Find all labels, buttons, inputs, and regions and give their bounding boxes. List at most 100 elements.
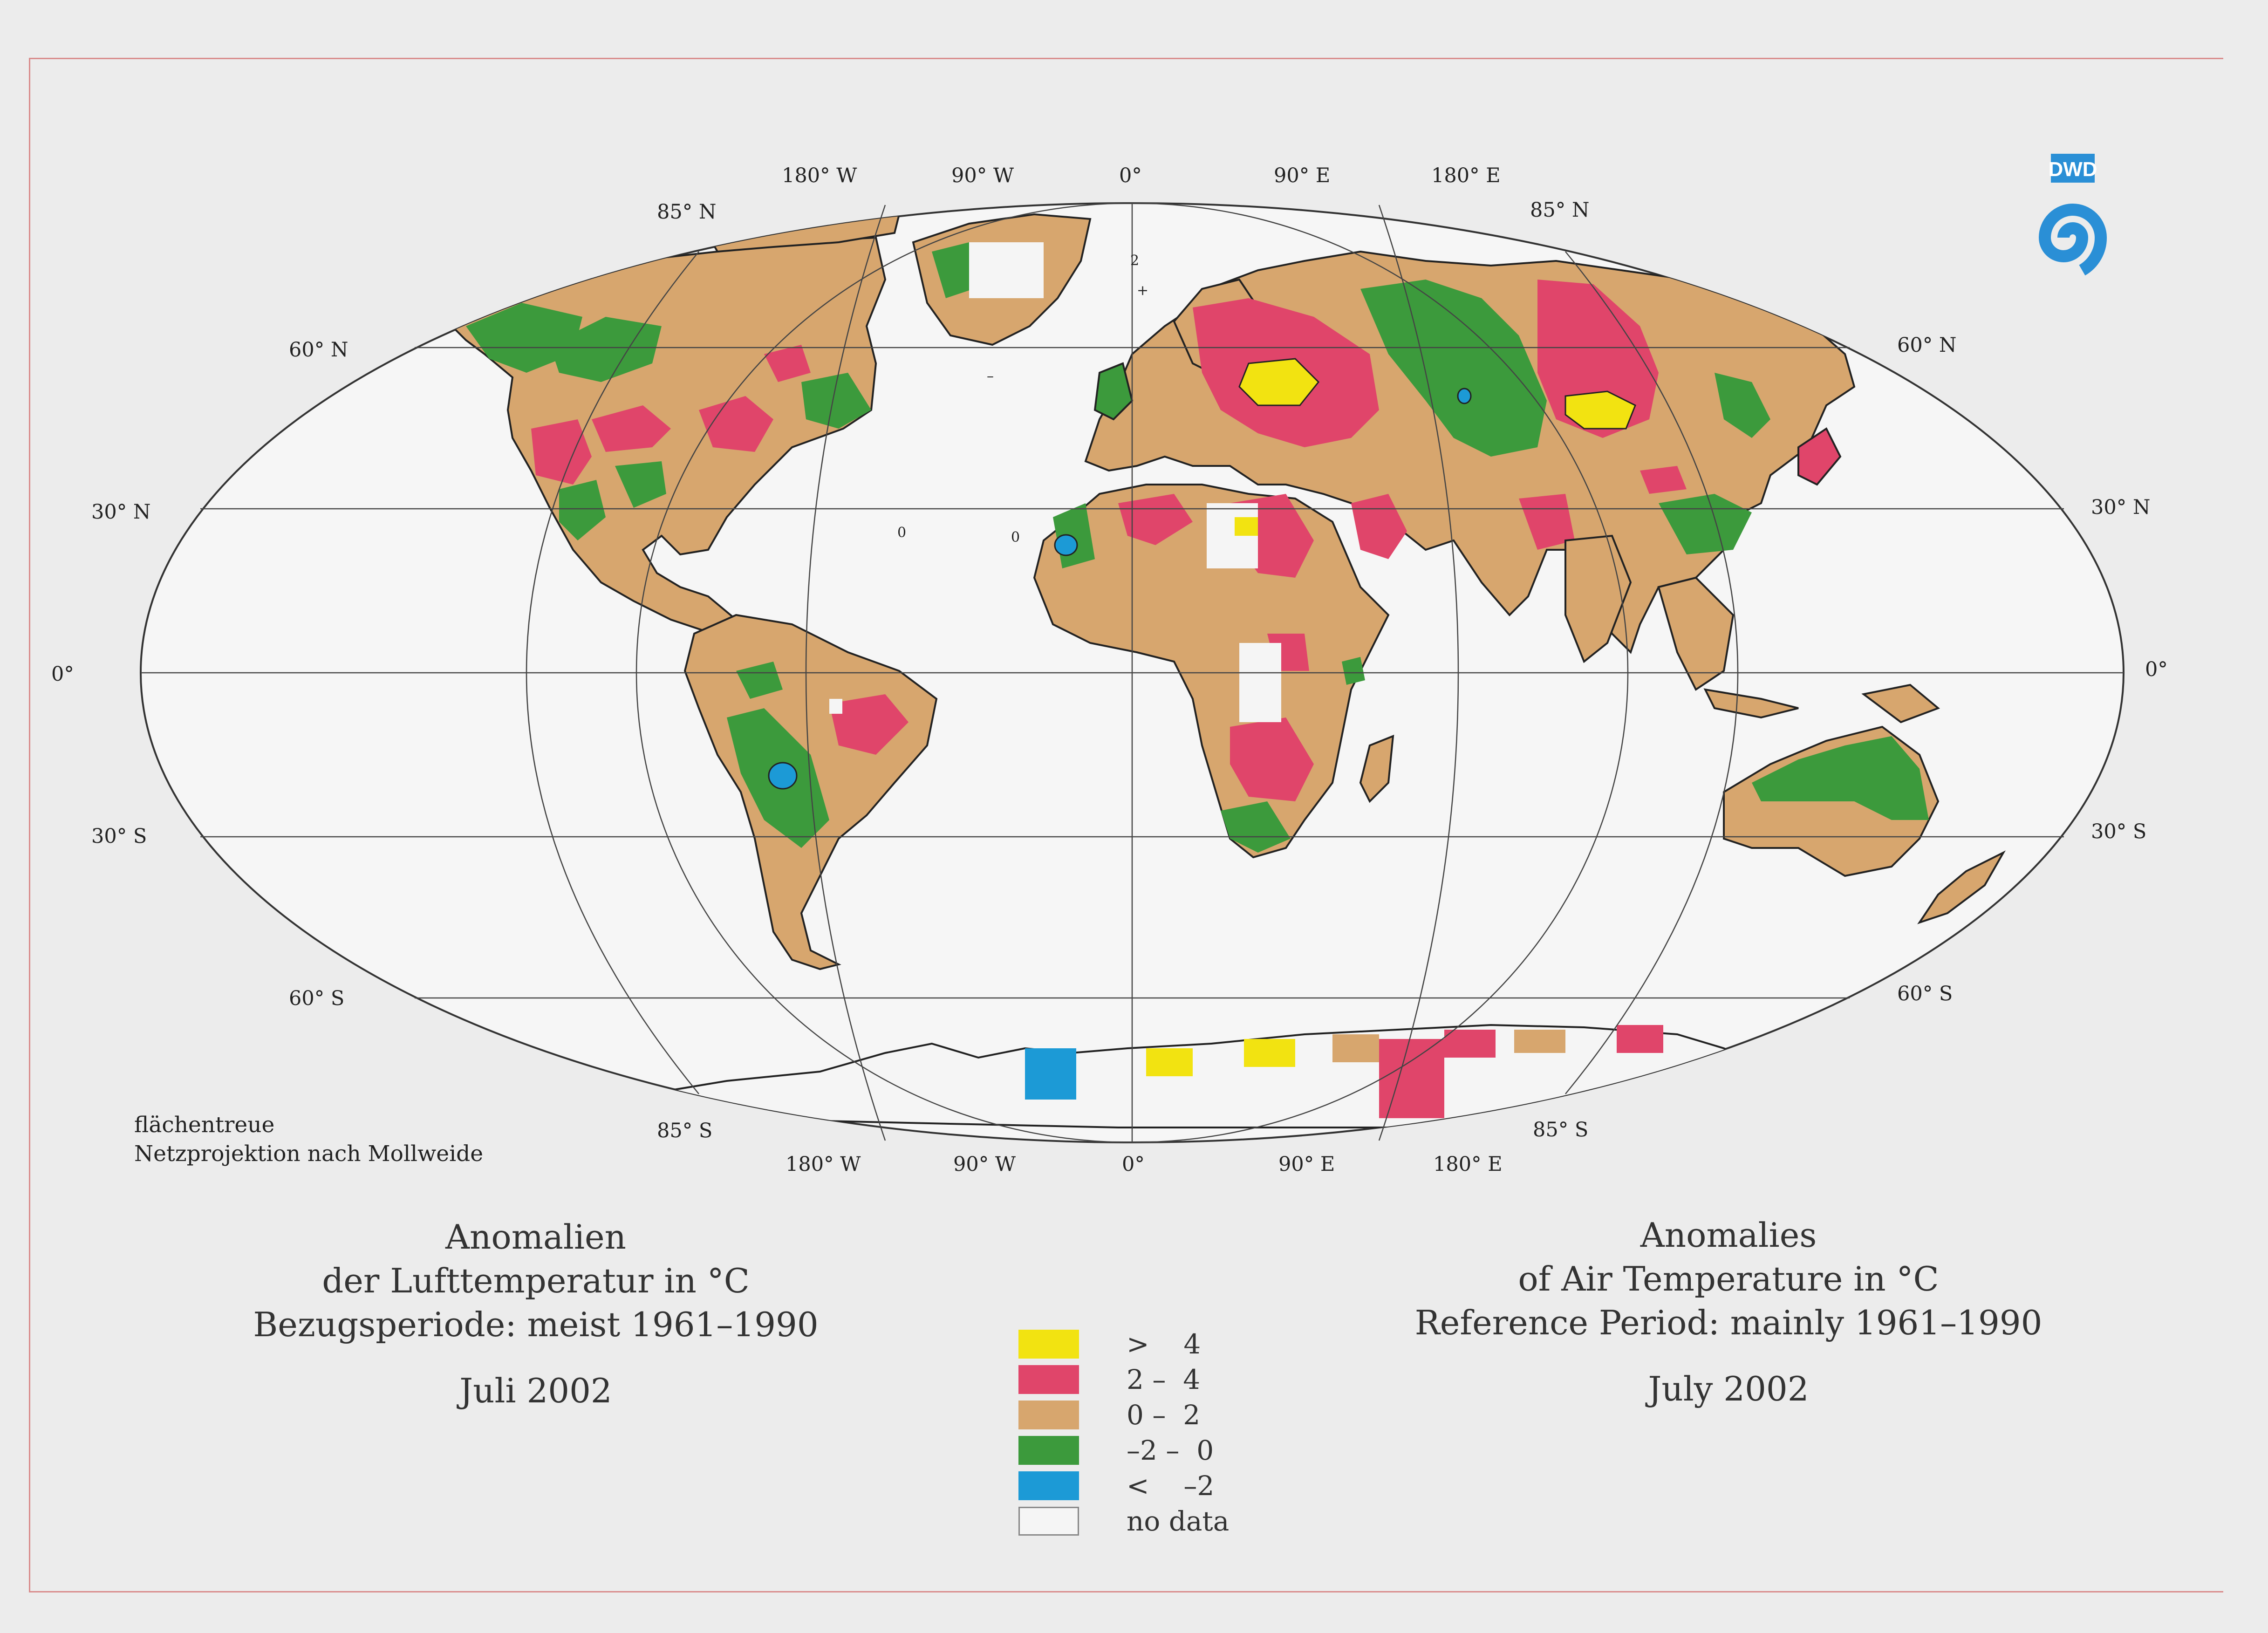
- legend-row-no-data: no data: [1018, 1507, 1298, 1536]
- logo-text: DWD: [2048, 158, 2097, 181]
- anomaly-sa-red: [829, 694, 909, 755]
- anomaly-greenland-nodata: [969, 242, 1044, 298]
- title-english: Anomalies of Air Temperature in °C Refer…: [1351, 1213, 2106, 1411]
- anomaly-asia-red-mid: [1519, 494, 1575, 550]
- anomaly-africa-nodata-2: [1239, 643, 1281, 722]
- lon-label-bottom-90e: 90° E: [1278, 1153, 1335, 1176]
- anomaly-na-red-west: [531, 419, 592, 485]
- lon-label-top-180e: 180° E: [1431, 164, 1501, 187]
- title-german: Anomalien der Lufttemperatur in °C Bezug…: [158, 1215, 913, 1413]
- lat-label-right-60s: 60° S: [1897, 982, 1953, 1005]
- legend-label: 0 – 2: [1127, 1399, 1201, 1431]
- landmass-se-asia: [1657, 576, 1735, 691]
- lat-label-right-60n: 60° N: [1897, 334, 1957, 357]
- meridian-45w: [805, 205, 886, 1141]
- anomaly-ant-tan-1: [1332, 1034, 1379, 1062]
- lon-label-bottom-180e: 180° E: [1433, 1153, 1503, 1176]
- meridian-135e: [1565, 251, 1739, 1094]
- map-mark-plus: +: [1137, 282, 1149, 299]
- anomaly-africa-green-east: [1342, 657, 1365, 685]
- lat-label-right-30s: 30° S: [2091, 820, 2147, 843]
- landmass-madagascar: [1359, 734, 1394, 803]
- anomaly-africa-green-south: [1221, 801, 1291, 853]
- legend-swatch-green: [1018, 1436, 1079, 1465]
- title-english-line1: Anomalies: [1640, 1216, 1817, 1255]
- anomaly-na-red-lakes: [699, 396, 773, 452]
- anomaly-ant-yellow-1: [1146, 1048, 1193, 1076]
- legend-row-minus2-to-0: –2 – 0: [1018, 1436, 1298, 1465]
- lat-label-right-0: 0°: [2145, 658, 2168, 681]
- lat-label-left-30s: 30° S: [91, 825, 147, 848]
- landmass-indonesia: [1703, 688, 1799, 719]
- meridian-90: [635, 202, 1629, 1143]
- lat-label-left-60n: 60° N: [289, 338, 348, 362]
- landmass-japan: [1797, 427, 1842, 486]
- anomaly-na-green-southeast: [615, 461, 666, 508]
- legend-swatch-tan: [1018, 1401, 1079, 1429]
- anomaly-na-green-east: [801, 373, 871, 429]
- anomaly-africa-red-south: [1230, 717, 1314, 801]
- anomaly-africa-red-nw: [1118, 494, 1193, 545]
- map-mark-0a: 0: [897, 525, 907, 541]
- graticule: [141, 202, 2124, 1143]
- lon-label-top-90e: 90° E: [1274, 164, 1331, 187]
- meridian-135w: [526, 251, 699, 1094]
- anomaly-africa-blue: [1054, 534, 1078, 556]
- landmass-uk: [1093, 362, 1134, 421]
- page-frame: [29, 58, 2223, 1592]
- lon-label-bottom-0: 0°: [1122, 1153, 1145, 1176]
- anomaly-na-red-central: [592, 405, 671, 452]
- landmass-india: [1564, 534, 1632, 663]
- anomaly-na-red-mid: [764, 345, 811, 382]
- anomaly-ant-yellow-2: [1244, 1039, 1295, 1067]
- anomaly-sa-green-north: [736, 662, 783, 699]
- landmass-new-zealand: [1917, 850, 2006, 924]
- anomaly-siberia-yellow: [1564, 390, 1636, 430]
- legend-label: 2 – 4: [1127, 1364, 1201, 1395]
- legend-swatch-yellow: [1018, 1330, 1079, 1359]
- legend-label: –2 – 0: [1127, 1435, 1214, 1466]
- title-german-line3: Bezugsperiode: meist 1961–1990: [253, 1305, 819, 1344]
- lat-label-right-85s: 85° S: [1533, 1118, 1589, 1141]
- lat-label-left-60s: 60° S: [289, 987, 345, 1010]
- title-german-date: Juli 2002: [459, 1371, 612, 1410]
- title-english-line3: Reference Period: mainly 1961–1990: [1414, 1303, 2043, 1342]
- anomaly-ant-red-1: [1379, 1039, 1444, 1118]
- title-english-date: July 2002: [1648, 1369, 1809, 1408]
- anomaly-ant-blue: [1025, 1048, 1076, 1100]
- legend-swatch-red: [1018, 1365, 1079, 1394]
- lat-label-left-30n: 30° N: [91, 500, 151, 524]
- lon-label-bottom-90w: 90° W: [953, 1153, 1016, 1176]
- anomaly-eu-yellow: [1238, 358, 1320, 406]
- lat-label-left-85n: 85° N: [657, 200, 717, 224]
- legend-row-2-to-4: 2 – 4: [1018, 1365, 1298, 1394]
- legend-swatch-white: [1018, 1507, 1079, 1536]
- legend-row-0-to-2: 0 – 2: [1018, 1401, 1298, 1429]
- anomaly-africa-yellow: [1235, 517, 1258, 536]
- lat-label-right-85n: 85° N: [1530, 198, 1590, 222]
- anomaly-sa-blue: [768, 762, 798, 790]
- map-mark-0b: 0: [1011, 529, 1020, 546]
- projection-note-line2: Netzprojektion nach Mollweide: [134, 1141, 484, 1167]
- map-mark-dash: –: [987, 368, 994, 384]
- landmass-new-guinea: [1861, 683, 1940, 724]
- lon-label-top-180w: 180° W: [782, 164, 857, 187]
- anomaly-na-green-south: [559, 480, 606, 540]
- lat-label-right-30n: 30° N: [2091, 496, 2151, 519]
- projection-note: flächentreue Netzprojektion nach Mollwei…: [134, 1111, 483, 1168]
- legend-label: > 4: [1127, 1328, 1201, 1360]
- logo-spiral-icon: [2038, 204, 2107, 276]
- anomaly-asia-green-east: [1715, 373, 1770, 438]
- anomaly-greenland-green: [932, 242, 974, 298]
- anomaly-ant-red-2: [1444, 1030, 1496, 1058]
- projection-note-line1: flächentreue: [134, 1112, 275, 1138]
- legend-swatch-blue: [1018, 1471, 1079, 1500]
- anomaly-na-green-north: [550, 317, 662, 382]
- title-english-line2: of Air Temperature in °C: [1518, 1259, 1939, 1298]
- legend-row-above-4: > 4: [1018, 1330, 1298, 1359]
- title-german-line1: Anomalien: [445, 1217, 626, 1257]
- legend-label: < –2: [1127, 1470, 1215, 1502]
- anomaly-asia-red-small: [1640, 466, 1687, 494]
- lat-label-left-0: 0°: [51, 663, 74, 686]
